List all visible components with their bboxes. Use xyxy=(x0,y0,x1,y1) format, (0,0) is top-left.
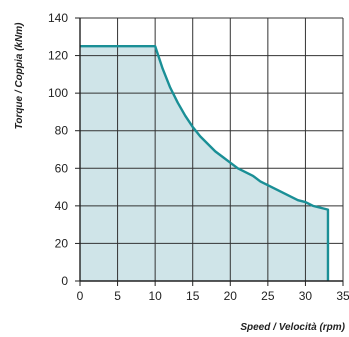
x-tick-label: 5 xyxy=(114,289,121,303)
x-tick-label: 35 xyxy=(336,289,349,303)
y-axis-label: Torque / Coppia (kNm) xyxy=(14,22,25,130)
grid xyxy=(80,17,344,281)
torque-curve xyxy=(80,44,330,281)
y-tick-label: 40 xyxy=(55,199,69,213)
y-tick-label: 140 xyxy=(48,11,68,25)
area-fill xyxy=(80,46,328,282)
y-tick-label: 100 xyxy=(48,86,68,100)
x-axis-label: Speed / Velocità (rpm) xyxy=(240,322,345,333)
y-tick-label: 80 xyxy=(55,124,69,138)
x-tick-label: 15 xyxy=(186,289,200,303)
y-tick-label: 20 xyxy=(55,236,69,250)
y-tick-label: 120 xyxy=(48,49,68,63)
x-tick-label: 30 xyxy=(299,289,313,303)
y-tick-label: 0 xyxy=(61,274,68,288)
x-tick-label: 0 xyxy=(77,289,84,303)
y-tick-label: 60 xyxy=(55,161,69,175)
x-tick-label: 10 xyxy=(148,289,162,303)
axes xyxy=(75,17,344,286)
x-tick-label: 25 xyxy=(261,289,275,303)
tick-labels: 0 5 10 15 20 25 30 35 0 20 40 60 80 100 120 140 xyxy=(48,11,349,303)
area-layer xyxy=(80,46,328,282)
x-tick-label: 20 xyxy=(224,289,238,303)
